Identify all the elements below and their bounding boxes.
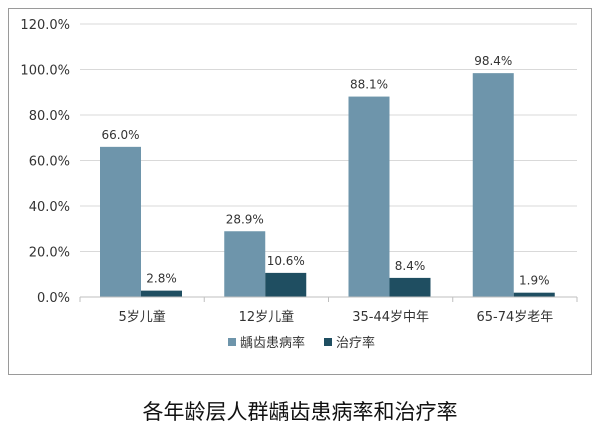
bar-caries	[348, 96, 390, 297]
legend-swatch	[324, 338, 332, 346]
bar-treatment	[389, 277, 431, 297]
y-tick-label: 0.0%	[37, 291, 70, 306]
y-tick-label: 40.0%	[29, 200, 70, 215]
y-tick-label: 80.0%	[29, 109, 70, 124]
y-tick-label: 60.0%	[29, 155, 70, 170]
bars	[100, 73, 555, 297]
x-category-label: 65-74岁老年	[476, 310, 553, 325]
bar-caries	[100, 146, 141, 297]
bar-caries	[224, 231, 266, 297]
y-tick-label: 20.0%	[29, 246, 70, 261]
legend-label: 治疗率	[336, 335, 375, 351]
data-label: 8.4%	[395, 259, 426, 273]
data-label: 10.6%	[267, 254, 305, 268]
data-label: 88.1%	[350, 78, 388, 92]
x-category-label: 12岁儿童	[239, 309, 295, 325]
bar-treatment	[513, 292, 555, 297]
y-tick-label: 120.0%	[20, 18, 70, 33]
y-tick-label: 100.0%	[20, 64, 70, 79]
data-label: 1.9%	[519, 274, 550, 288]
legend-swatch	[228, 338, 236, 346]
bar-treatment	[265, 272, 307, 297]
data-label: 28.9%	[226, 212, 264, 226]
data-label: 2.8%	[146, 272, 177, 286]
bar-treatment	[141, 290, 182, 297]
x-category-label: 35-44岁中年	[352, 310, 429, 325]
axes: 0.0% 20.0% 40.0% 60.0% 80.0% 100.0% 120.0% 5岁儿童…	[20, 18, 578, 325]
legend: 龋齿患病率 治疗率	[228, 335, 375, 351]
legend-label: 龋齿患病率	[240, 335, 305, 351]
data-label: 98.4%	[474, 54, 512, 68]
data-labels: 66.0% 2.8% 28.9% 10.6% 88.1% 8.4% 98.4% 1.9%	[101, 54, 549, 288]
chart-caption: 各年龄层人群龋齿患病率和治疗率	[142, 400, 458, 424]
data-label: 66.0%	[101, 128, 139, 142]
bar-caries	[472, 73, 514, 297]
x-category-label: 5岁儿童	[118, 309, 165, 325]
